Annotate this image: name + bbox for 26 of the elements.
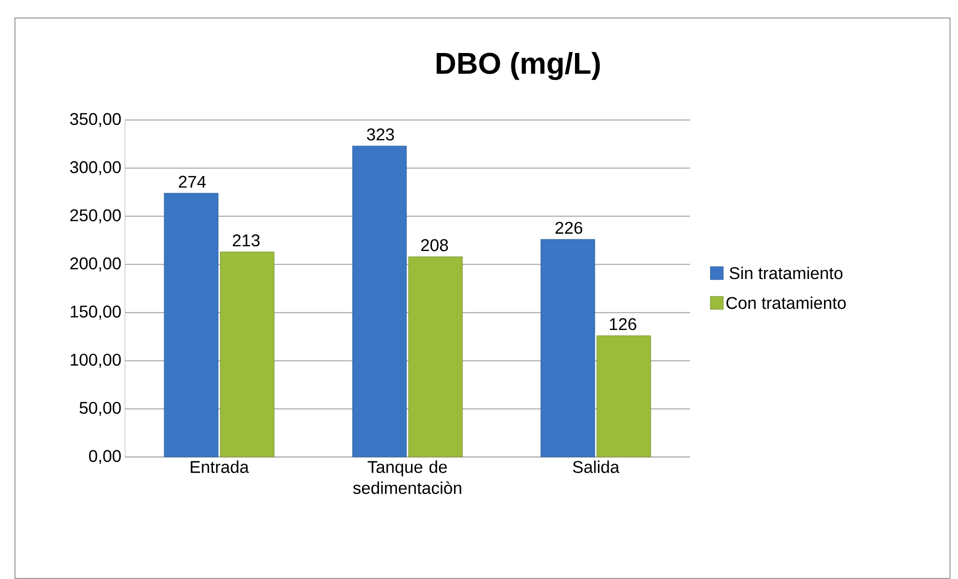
- y-tick-label: 100,00: [70, 354, 121, 368]
- bar: [220, 252, 274, 458]
- data-label: 208: [421, 239, 448, 252]
- y-tick-label: 250,00: [70, 209, 121, 224]
- y-tick-label: 50,00: [80, 402, 121, 416]
- y-tick-label: 200,00: [70, 257, 121, 272]
- data-label: 323: [366, 128, 394, 140]
- data-label: 226: [556, 222, 582, 234]
- data-label: 274: [178, 176, 206, 188]
- legend-label: Con tratamiento: [726, 296, 846, 309]
- x-tick-label: Entrada: [190, 460, 249, 474]
- bar: [408, 256, 463, 458]
- chart-title: DBO (mg/L): [436, 52, 600, 80]
- x-tick-label: Salida: [572, 460, 620, 474]
- data-label: 213: [232, 234, 260, 246]
- legend-label: Sin tratamiento: [730, 266, 842, 280]
- bar: [596, 335, 652, 458]
- y-tick-label: 350,00: [70, 112, 121, 128]
- bar: [352, 146, 407, 458]
- y-tick-label: 300,00: [70, 161, 121, 176]
- x-tick-label: Tanque de sedimentaciòn: [353, 460, 462, 494]
- data-label: 126: [610, 318, 636, 330]
- y-tick-label: 0,00: [89, 450, 121, 464]
- bar: [164, 192, 218, 458]
- y-tick-label: 150,00: [70, 306, 121, 320]
- bar: [540, 239, 596, 458]
